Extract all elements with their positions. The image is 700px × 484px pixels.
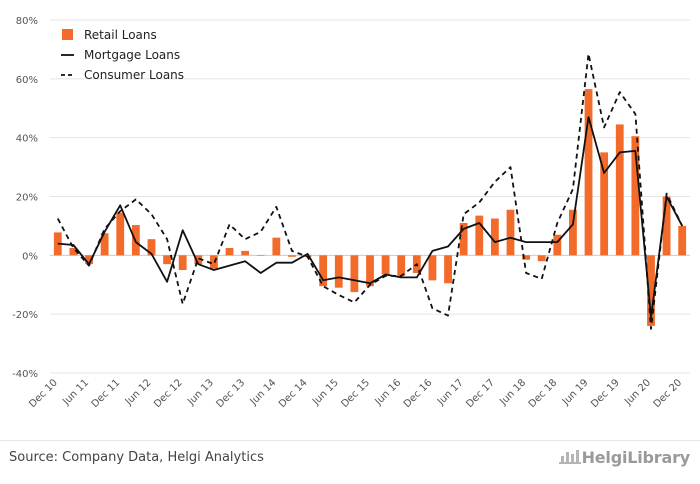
retail-loans-bar [366, 255, 374, 287]
x-tick-label: Dec 14 [277, 377, 310, 410]
source-text: Source: Company Data, Helgi Analytics [9, 450, 264, 465]
x-tick-label: Dec 19 [589, 377, 622, 410]
legend-label: Mortgage Loans [84, 48, 180, 62]
legend-label: Retail Loans [84, 28, 157, 42]
retail-loans-bar [350, 255, 359, 293]
retail-loans-bar [506, 209, 515, 256]
retail-loans-bar [334, 255, 343, 288]
y-tick-label: 60% [16, 75, 38, 86]
retail-loans-bar [553, 234, 562, 256]
retail-loans-bar [288, 255, 296, 257]
x-tick-label: Jun 13 [185, 377, 216, 408]
legend-label: Consumer Loans [84, 68, 184, 82]
retail-loans-bar [116, 212, 125, 256]
retail-loans-bar [428, 255, 437, 281]
retail-loans-bar [631, 136, 640, 256]
retail-loans-bar [256, 255, 265, 256]
x-tick-label: Dec 11 [90, 377, 123, 410]
x-tick-label: Dec 13 [215, 377, 248, 410]
x-tick-label: Dec 17 [464, 377, 497, 410]
retail-loans-bar [69, 247, 78, 256]
retail-loans-bar [194, 255, 203, 265]
retail-loans-bar [381, 255, 390, 275]
x-tick-label: Jun 14 [248, 377, 279, 408]
y-tick-label: -40% [12, 369, 38, 380]
retail-loans-bar [537, 255, 546, 262]
chart: -40% -20% 0% 20% 40% 60% 80% Dec 10 Jun 11 Dec 11… [12, 16, 690, 410]
retail-loans-bar [397, 255, 406, 276]
retail-loans-bar [522, 255, 530, 260]
retail-loans-bar [319, 255, 328, 287]
x-tick-label: Jun 11 [60, 377, 91, 408]
y-tick-label: 40% [16, 134, 38, 145]
retail-loans-bar [163, 255, 171, 265]
bar-chart-icon [558, 450, 581, 464]
x-tick-label: Jun 20 [622, 377, 653, 408]
y-tick-label: 0% [22, 251, 38, 262]
retail-loans-bar [475, 215, 484, 256]
x-tick-label: Dec 10 [27, 377, 60, 410]
retail-loans-bar [662, 196, 671, 256]
x-tick-label: Dec 16 [402, 377, 435, 410]
x-tick-label: Jun 16 [373, 377, 404, 408]
retail-loans-bar [147, 239, 156, 256]
y-tick-label: 80% [16, 16, 38, 27]
footer: Source: Company Data, Helgi Analytics He… [0, 440, 700, 484]
x-tick-label: Jun 18 [497, 377, 528, 408]
retail-loans-bar [225, 247, 234, 256]
retail-loans-bar [459, 222, 468, 256]
retail-loans-bar [584, 89, 593, 256]
x-tick-label: Dec 12 [152, 377, 185, 410]
retail-loans-bar [100, 233, 109, 256]
logo: HelgiLibrary [558, 447, 690, 467]
retail-loans-bar [490, 218, 499, 256]
retail-loans-bar [569, 209, 577, 256]
x-tick-label: Jun 17 [435, 377, 466, 408]
y-tick-label: 20% [16, 193, 38, 204]
x-tick-label: Jun 15 [310, 377, 341, 408]
retail-loans-bar [600, 152, 609, 256]
retail-loans-bar [444, 255, 452, 284]
retail-loans-bar [272, 237, 281, 256]
y-tick-label: -20% [12, 310, 38, 321]
retail-loans-bar [678, 225, 687, 256]
legend-swatch-retail [62, 29, 73, 40]
mortgage-loans-line [57, 116, 683, 319]
x-tick-label: Jun 19 [560, 377, 591, 408]
retail-loans-bar [647, 255, 655, 326]
logo-text: HelgiLibrary [581, 447, 691, 467]
retail-loans-bar [615, 124, 624, 256]
retail-loans-bar [85, 255, 93, 265]
consumer-loans-line [57, 52, 684, 330]
x-tick-label: Dec 20 [652, 377, 685, 410]
retail-loans-bar [178, 255, 187, 271]
x-tick-label: Jun 12 [123, 377, 154, 408]
retail-loans-bar [241, 250, 250, 256]
x-tick-label: Dec 18 [527, 377, 560, 410]
x-tick-label: Dec 15 [339, 377, 372, 410]
